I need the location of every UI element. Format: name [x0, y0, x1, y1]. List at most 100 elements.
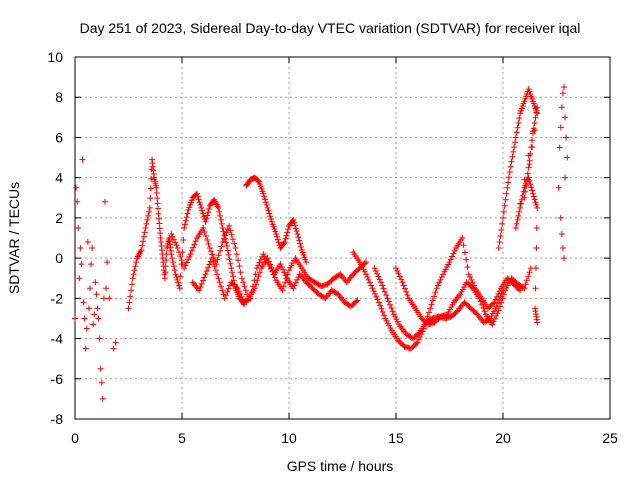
data-point	[176, 249, 183, 256]
data-point	[280, 240, 287, 247]
data-point	[516, 115, 523, 122]
data-point	[155, 205, 162, 212]
data-point	[182, 217, 189, 224]
data-point	[140, 233, 147, 240]
data-point	[368, 282, 375, 289]
data-point	[79, 156, 86, 163]
data-point	[528, 184, 535, 191]
data-point	[491, 299, 498, 306]
data-point	[238, 275, 245, 282]
data-point	[530, 125, 537, 132]
data-point	[364, 274, 371, 281]
data-point	[147, 185, 154, 192]
data-point	[505, 174, 512, 181]
data-point	[133, 259, 140, 266]
data-point	[73, 184, 80, 191]
data-point	[297, 240, 304, 247]
data-point	[514, 124, 521, 131]
data-point	[263, 202, 270, 209]
data-point	[126, 299, 133, 306]
data-point	[534, 104, 541, 111]
data-point	[238, 293, 245, 300]
data-point	[297, 243, 304, 250]
data-point	[193, 190, 200, 197]
data-point	[154, 200, 161, 207]
data-point	[280, 283, 287, 290]
data-point	[186, 253, 193, 260]
data-point	[236, 263, 243, 270]
y-tick-label: 4	[55, 170, 63, 186]
data-point	[363, 271, 370, 278]
data-point	[494, 300, 501, 307]
data-point	[400, 282, 407, 289]
series-track-d	[243, 174, 310, 266]
data-point	[202, 271, 209, 278]
y-tick-label: -6	[51, 371, 64, 387]
data-point	[401, 285, 408, 292]
data-point	[227, 260, 234, 267]
data-point	[281, 239, 288, 246]
data-point	[529, 128, 536, 135]
data-point	[365, 276, 372, 283]
data-point	[200, 224, 207, 231]
data-point	[201, 228, 208, 235]
data-point	[221, 295, 228, 302]
data-point	[353, 298, 360, 305]
data-point	[399, 279, 406, 286]
data-points	[72, 84, 571, 402]
data-point	[96, 335, 103, 342]
data-point	[497, 232, 504, 239]
data-point	[424, 313, 431, 320]
data-point	[559, 245, 566, 252]
data-point	[504, 184, 511, 191]
data-point	[279, 287, 286, 294]
data-point	[521, 285, 528, 292]
data-point	[229, 273, 236, 280]
data-point	[533, 224, 540, 231]
data-point	[201, 274, 208, 281]
data-point	[262, 196, 269, 203]
data-point	[196, 199, 203, 206]
data-point	[72, 315, 78, 322]
data-point	[211, 263, 218, 270]
x-tick-label: 20	[495, 430, 511, 446]
data-point	[184, 256, 191, 263]
data-point	[220, 291, 227, 298]
data-point	[503, 190, 510, 197]
data-point	[216, 208, 223, 215]
data-point	[468, 284, 475, 291]
data-point	[199, 207, 206, 214]
data-point	[145, 212, 152, 219]
data-point	[204, 237, 211, 244]
data-point	[161, 275, 168, 282]
data-point	[292, 225, 299, 232]
data-point	[525, 174, 532, 181]
data-point	[212, 267, 219, 274]
data-point	[532, 199, 539, 206]
grid-lines	[75, 57, 610, 419]
data-point	[203, 215, 210, 222]
data-point	[524, 170, 531, 177]
data-point	[467, 274, 474, 281]
data-point	[225, 285, 232, 292]
data-point	[174, 245, 181, 252]
data-point	[232, 245, 239, 252]
data-point	[432, 289, 439, 296]
data-point	[515, 212, 522, 219]
data-point	[534, 319, 541, 326]
data-point	[86, 285, 93, 292]
data-point	[370, 288, 377, 295]
data-point	[393, 265, 399, 272]
data-point	[90, 321, 97, 328]
y-tick-label: 10	[47, 49, 63, 65]
data-point	[303, 259, 310, 266]
data-point	[473, 310, 480, 317]
y-tick-label: -2	[51, 290, 64, 306]
data-point	[394, 267, 401, 274]
data-point	[415, 336, 422, 343]
data-point	[175, 279, 182, 286]
data-point	[148, 175, 155, 182]
data-point	[556, 144, 563, 151]
data-point	[100, 295, 107, 302]
data-point	[527, 181, 534, 188]
